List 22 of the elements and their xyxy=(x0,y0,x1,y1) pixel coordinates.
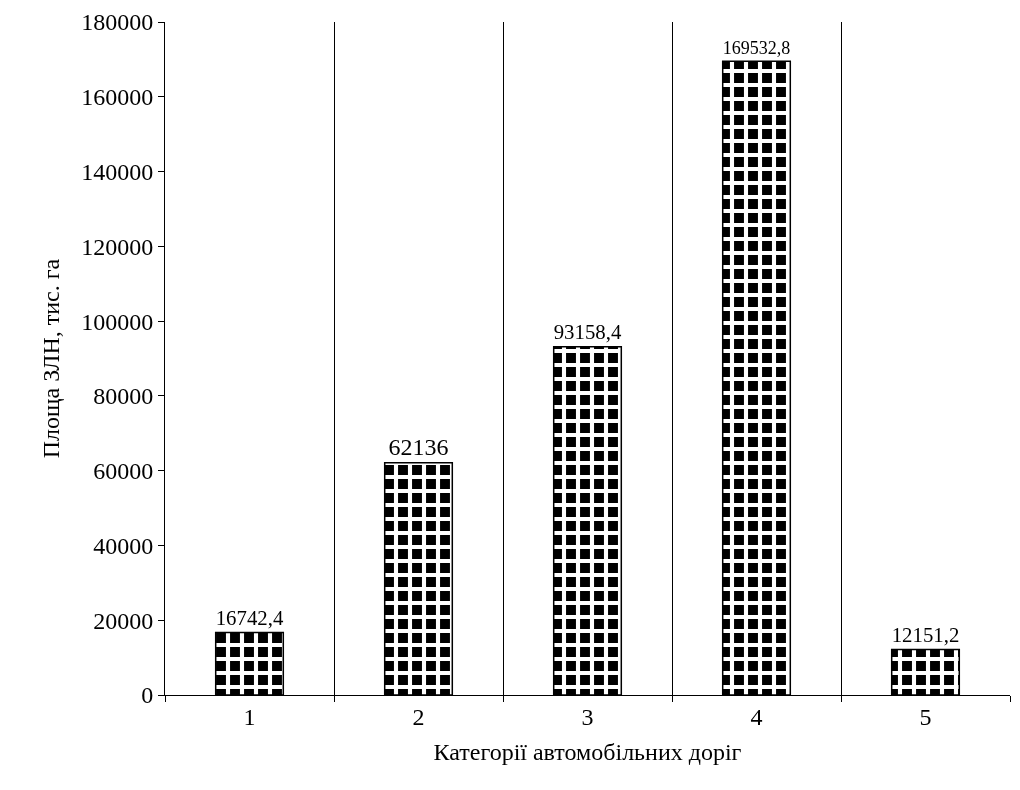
y-tick-label: 100000 xyxy=(81,308,154,335)
data-label: 12151,2 xyxy=(891,623,960,647)
x-tick-label: 1 xyxy=(243,703,256,730)
data-label: 62136 xyxy=(388,433,449,460)
y-axis-title: Площа ЗЛН, тис. га xyxy=(38,258,65,459)
data-label: 93158,4 xyxy=(553,320,622,344)
y-tick-label: 180000 xyxy=(81,9,154,36)
y-tick-label: 80000 xyxy=(93,383,154,410)
y-tick-label: 40000 xyxy=(93,532,154,559)
data-label: 169532,8 xyxy=(722,38,791,59)
y-tick-label: 0 xyxy=(141,682,154,709)
x-tick-label: 2 xyxy=(412,703,425,730)
y-tick-label: 140000 xyxy=(81,158,154,185)
x-tick-label: 3 xyxy=(581,703,594,730)
x-tick-label: 4 xyxy=(750,703,763,730)
y-tick-label: 160000 xyxy=(81,84,154,111)
y-tick-label: 60000 xyxy=(93,458,154,485)
y-tick-label: 20000 xyxy=(93,607,154,634)
x-tick-label: 5 xyxy=(919,703,932,730)
y-tick-label: 120000 xyxy=(81,233,154,260)
x-axis-title: Категорії автомобільних доріг xyxy=(433,739,742,766)
data-label: 16742,4 xyxy=(215,606,284,630)
